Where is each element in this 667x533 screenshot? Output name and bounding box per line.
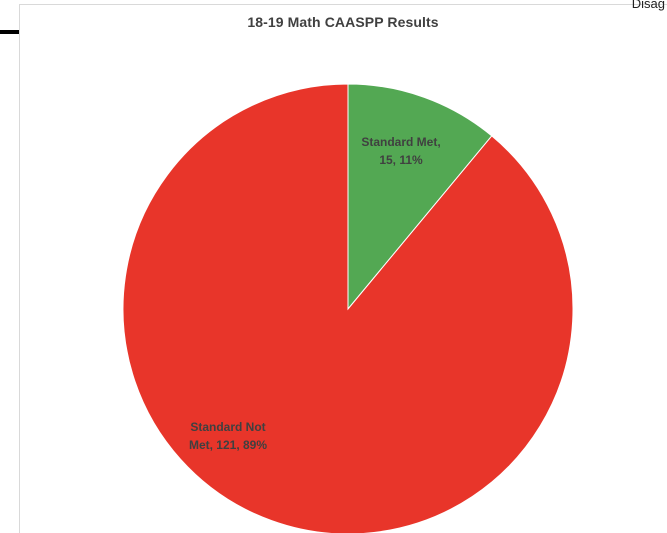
slice-label-standard-met: Standard Met, 15, 11% — [361, 135, 440, 167]
partial-heading-text: Disag — [631, 0, 665, 11]
chart-title: 18-19 Math CAASPP Results — [247, 14, 439, 30]
pie-slice-standard-met — [347, 83, 493, 311]
pie-slice-standard-not-met — [122, 83, 574, 533]
slice-label-standard-not-met: Standard Not Met, 121, 89% — [189, 420, 267, 452]
left-edge-bar — [0, 30, 26, 34]
